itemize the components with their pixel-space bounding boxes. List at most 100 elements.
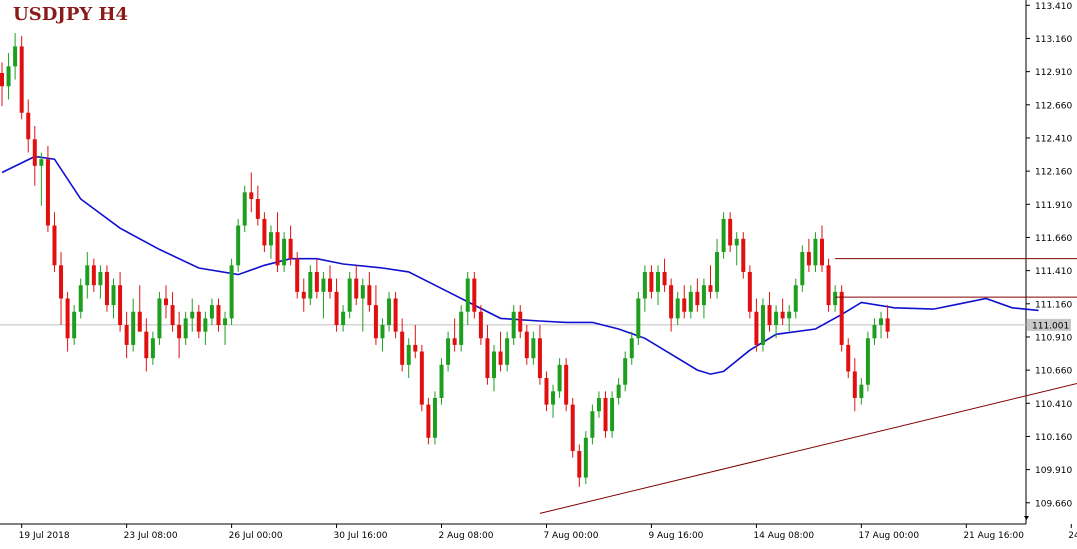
- x-tick-label: 17 Aug 00:00: [858, 531, 919, 541]
- x-tick-label: 26 Jul 00:00: [229, 531, 283, 541]
- candle-body: [13, 46, 18, 67]
- candle-body: [590, 411, 595, 438]
- candle-body: [636, 298, 641, 339]
- candle-body: [104, 271, 109, 306]
- y-tick-label: 113.410: [1035, 2, 1072, 12]
- candle-body: [760, 305, 765, 345]
- candle-body: [393, 298, 398, 332]
- candle-body: [268, 232, 273, 246]
- candle-body: [557, 364, 562, 392]
- y-tick-label: 111.160: [1035, 300, 1072, 310]
- candle-body: [196, 311, 201, 332]
- candle-body: [406, 344, 411, 365]
- candle-body: [583, 437, 588, 478]
- candle-body: [492, 351, 496, 379]
- y-tick-label: 109.910: [1035, 466, 1072, 476]
- support-trendline: [539, 382, 1077, 514]
- candle-body: [662, 271, 667, 286]
- candle-body: [400, 331, 405, 365]
- y-tick-label: 113.160: [1035, 35, 1072, 45]
- y-tick-label: 112.660: [1035, 101, 1072, 111]
- candle-body: [793, 285, 798, 312]
- candle-body: [472, 278, 477, 312]
- candle-body: [52, 225, 57, 266]
- candle-body: [328, 278, 332, 292]
- candle-body: [59, 265, 64, 299]
- candle-body: [98, 271, 103, 286]
- candle-body: [537, 338, 542, 379]
- y-tick-label: 110.410: [1035, 400, 1072, 410]
- candle-body: [518, 311, 523, 332]
- candle-body: [596, 397, 601, 412]
- candle-body: [144, 331, 149, 359]
- candle-body: [262, 218, 267, 246]
- candle-body: [465, 278, 470, 312]
- x-tick-label: 7 Aug 00:00: [543, 531, 598, 541]
- y-tick-label: 112.910: [1035, 68, 1072, 78]
- candle-body: [741, 238, 746, 272]
- candle-body: [131, 311, 136, 345]
- candle-body: [439, 364, 444, 398]
- candle-body: [813, 238, 818, 266]
- y-tick-label: 110.910: [1035, 333, 1072, 343]
- candle-body: [505, 338, 510, 365]
- x-tick-label: 2 Aug 08:00: [439, 531, 494, 541]
- candle-body: [65, 298, 70, 339]
- candle-body: [623, 358, 628, 385]
- candle-body: [879, 318, 884, 326]
- candle-body: [308, 271, 313, 299]
- candle-body: [367, 285, 372, 306]
- candle-body: [223, 318, 228, 326]
- candle-body: [190, 311, 195, 319]
- x-tick-label: 9 Aug 16:00: [648, 531, 703, 541]
- candle-body: [846, 344, 851, 372]
- candle-body: [39, 159, 44, 166]
- candle-body: [885, 318, 890, 332]
- candle-body: [701, 285, 706, 306]
- candle-body: [183, 318, 188, 339]
- y-tick-label: 110.660: [1035, 367, 1072, 377]
- candle-body: [72, 311, 77, 339]
- candle-body: [564, 364, 569, 405]
- candle-body: [321, 278, 326, 292]
- y-tick-label: 111.410: [1035, 267, 1072, 277]
- candle-body: [209, 305, 214, 319]
- candle-body: [334, 291, 339, 326]
- candle-body: [774, 311, 779, 326]
- moving-average-line: [1, 155, 1039, 375]
- candle-body: [242, 192, 247, 226]
- candle-body: [229, 265, 234, 319]
- candle-body: [432, 397, 437, 438]
- candle-body: [446, 338, 451, 365]
- candle-body: [387, 298, 392, 326]
- x-tick-label: 23 Jul 08:00: [124, 531, 178, 541]
- candle-body: [833, 291, 838, 306]
- candle-body: [603, 397, 608, 432]
- candle-body: [629, 338, 634, 359]
- candle-body: [78, 285, 83, 312]
- current-price-label: 111.001: [1032, 321, 1069, 331]
- y-tick-label: 109.660: [1035, 499, 1072, 509]
- candle-body: [715, 252, 720, 292]
- candle-body: [682, 298, 687, 312]
- candle-body: [852, 371, 857, 398]
- candle-body: [373, 305, 378, 339]
- candle-body: [150, 338, 155, 359]
- candle-body: [170, 305, 175, 326]
- candle-body: [137, 311, 142, 332]
- candle-body: [780, 311, 785, 319]
- candle-body: [301, 291, 306, 299]
- candle-body: [767, 305, 772, 326]
- x-tick-label: 14 Aug 08:00: [753, 531, 814, 541]
- candle-body: [649, 271, 654, 292]
- candle-body: [551, 391, 556, 405]
- candle-body: [426, 404, 431, 438]
- candle-body: [413, 344, 418, 352]
- x-tick-label: 30 Jul 16:00: [334, 531, 388, 541]
- y-tick-label: 112.410: [1035, 134, 1072, 144]
- candle-body: [675, 298, 680, 319]
- candle-body: [642, 271, 647, 299]
- candle-body: [347, 278, 352, 312]
